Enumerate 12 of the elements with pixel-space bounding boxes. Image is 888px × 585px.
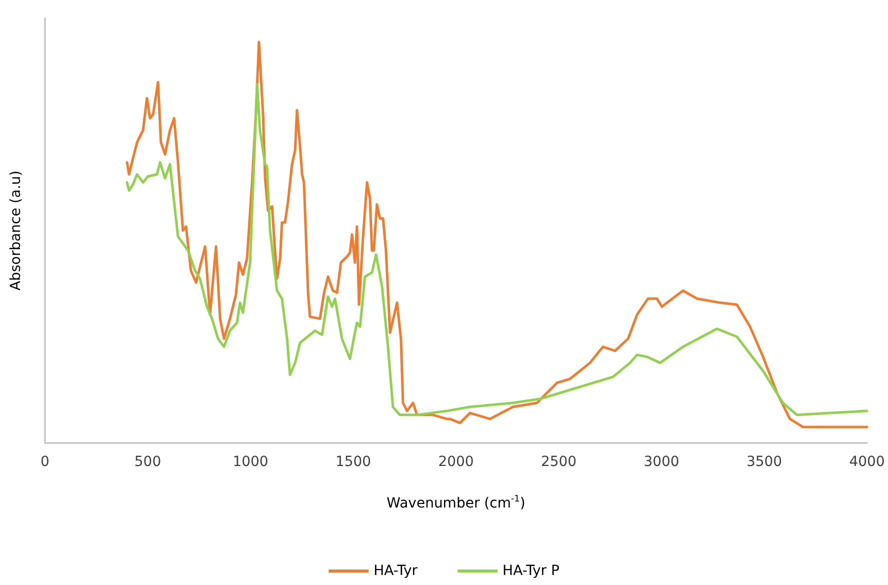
x-tick-label: 1000 [232,454,268,470]
y-axis-title: Absorbance (a.u) [8,170,24,291]
x-tick-label: 0 [40,454,50,470]
x-tick-label: 500 [134,454,162,470]
x-tick-label: 3500 [746,454,782,470]
x-tick-label: 4000 [849,454,885,470]
legend-label: HA-Tyr P [502,563,560,579]
x-tick-label: 2000 [438,454,474,470]
x-tick-label: 3000 [644,454,680,470]
x-tick-label: 2500 [540,454,577,470]
legend-label: HA-Tyr [374,563,418,579]
x-tick-label: 1500 [335,454,372,470]
